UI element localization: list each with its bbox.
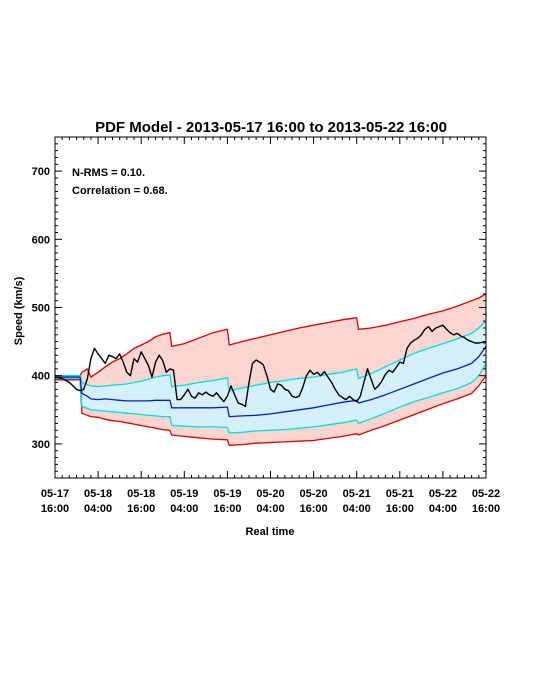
x-tick-label-date: 05-21 (343, 488, 371, 500)
x-tick-label-time: 16:00 (213, 503, 241, 515)
x-tick-label-time: 04:00 (343, 503, 371, 515)
x-tick-label-date: 05-20 (300, 488, 328, 500)
nrms-annotation: N-RMS = 0.10. (72, 167, 145, 179)
series-line-outer-upper (55, 293, 487, 378)
x-axis-label: Real time (246, 526, 295, 538)
x-tick-label-time: 04:00 (170, 503, 198, 515)
x-tick-label-date: 05-18 (84, 488, 112, 500)
x-tick-label-date: 05-18 (127, 488, 155, 500)
x-tick-label-time: 16:00 (386, 503, 414, 515)
chart-title: PDF Model - 2013-05-17 16:00 to 2013-05-… (95, 119, 447, 136)
x-tick-label-time: 16:00 (472, 503, 500, 515)
y-tick-label: 700 (32, 166, 50, 178)
y-tick-label: 500 (32, 303, 50, 315)
inner-band-fill (55, 321, 486, 433)
y-axis-label: Speed (km/s) (13, 276, 25, 345)
x-tick-label-date: 05-21 (386, 488, 414, 500)
y-tick-label: 600 (32, 234, 50, 246)
x-tick-label-date: 05-19 (170, 488, 198, 500)
x-tick-label-date: 05-22 (472, 488, 500, 500)
plot-area (55, 293, 486, 446)
correlation-annotation: Correlation = 0.68. (72, 185, 168, 197)
series-line-observed (54, 324, 487, 408)
x-tick-label-date: 05-22 (429, 488, 457, 500)
x-tick-label-date: 05-20 (256, 488, 284, 500)
x-tick-label-date: 05-17 (41, 488, 69, 500)
x-tick-label-time: 16:00 (127, 503, 155, 515)
x-axis: 05-17 16:00 05-18 04:00 05-18 16:00 05-19 04:00… (41, 137, 500, 515)
series-line-median (55, 346, 487, 418)
series-line-inner-upper (55, 320, 487, 392)
x-tick-label-time: 04:00 (429, 503, 457, 515)
x-tick-label-date: 05-19 (213, 488, 241, 500)
x-tick-label-time: 04:00 (84, 503, 112, 515)
x-tick-label-time: 16:00 (41, 503, 69, 515)
series-line-inner-lower (55, 363, 487, 434)
series-lines (54, 293, 487, 446)
x-tick-label-time: 04:00 (256, 503, 284, 515)
y-tick-label: 400 (32, 371, 50, 383)
series-line-outer-lower (55, 375, 487, 446)
x-tick-label-time: 16:00 (300, 503, 328, 515)
y-tick-label: 300 (32, 439, 50, 451)
